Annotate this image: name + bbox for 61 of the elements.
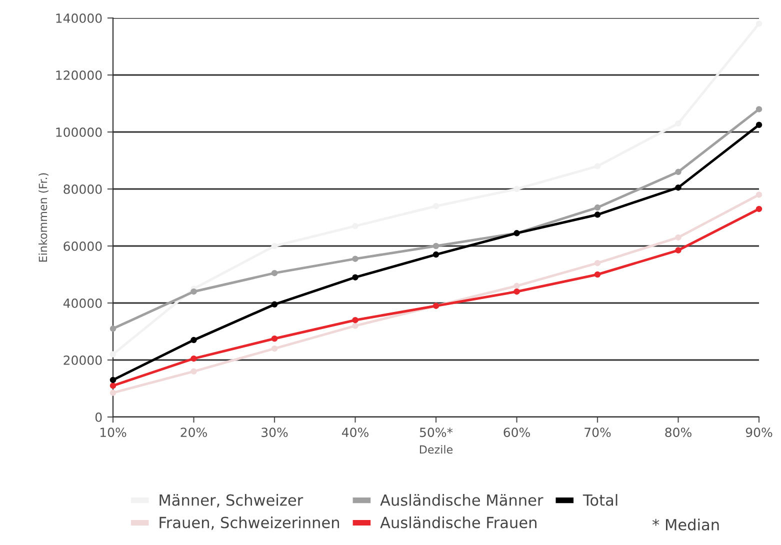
legend-label: Ausländische Männer [380,494,544,506]
x-tick-label: 20% [180,428,207,438]
point [756,106,762,112]
point [675,234,682,241]
point [352,322,358,329]
point [271,336,278,342]
x-tick-label: 80% [665,428,692,438]
x-tick-label: 40% [342,428,368,438]
legend-label: Männer, Schweizer [160,494,304,508]
x-tick-label: 30% [262,428,288,438]
y-tick-label: 140000 [56,13,102,23]
legend-label: Total [582,494,618,506]
point [675,168,682,176]
point [756,20,762,27]
point [190,288,197,295]
x-tick-label: 90% [746,428,772,438]
point [432,242,440,250]
point [190,355,197,362]
y-tick-label: 80000 [64,184,102,194]
point [110,382,116,389]
x-tick-label: 60% [504,428,530,438]
point [352,274,358,280]
point [514,186,520,192]
point [594,212,601,218]
point [271,270,278,276]
point [514,288,520,295]
y-axis-title: Einkommen (Fr.) [38,173,48,262]
point [675,184,682,191]
point [514,282,520,290]
point [110,390,116,396]
point [756,206,762,212]
y-tick-label: 60000 [64,241,102,251]
point [594,204,601,211]
point [110,326,116,332]
point [110,376,116,384]
point [594,271,601,278]
x-axis-title: Dezile [420,445,453,454]
point [352,316,358,324]
point [675,247,682,254]
point [190,336,197,344]
point [271,301,278,308]
legend-label: Frauen, Schweizerinnen [160,516,340,530]
y-tick-label: 0 [95,412,102,422]
x-tick-label: 10% [100,428,126,438]
y-tick-label: 20000 [64,355,102,365]
point [756,122,762,128]
point [352,256,358,262]
point [110,351,116,358]
y-tick-label: 120000 [56,70,102,80]
y-tick-label: 40000 [63,298,102,308]
point [432,251,440,258]
x-tick-label: 70% [584,428,611,438]
y-tick-label: 100000 [56,127,102,137]
point [756,192,762,198]
x-tick-label: 50%* [420,428,453,438]
point [271,242,278,250]
text: * Median [652,518,719,530]
point [271,345,278,352]
point [190,368,197,375]
legend-label: Ausländische Frauen [380,516,536,528]
point [594,260,601,266]
